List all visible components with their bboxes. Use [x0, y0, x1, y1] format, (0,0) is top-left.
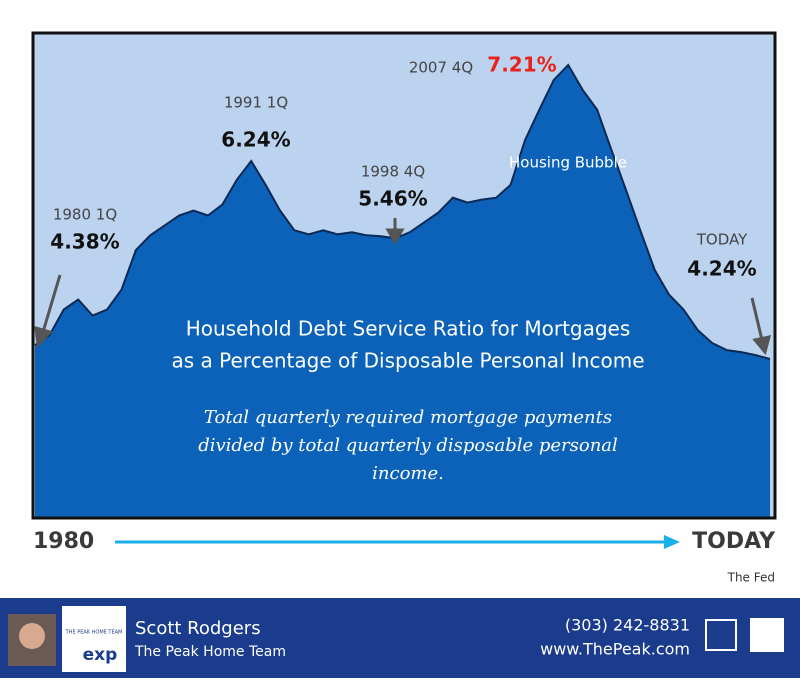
logo — [62, 606, 126, 672]
annotation-value: 6.24% — [221, 128, 290, 152]
annotation-value: 7.21% — [487, 53, 556, 77]
annotation-label: 1991 1Q — [224, 94, 288, 112]
annotation-value: 4.24% — [687, 257, 756, 281]
brokerage-logo: exp — [83, 645, 118, 665]
annotation-label: 1998 4Q — [361, 163, 425, 181]
chart-note: divided by total quarterly disposable pe… — [198, 435, 618, 456]
annotation-label: 1980 1Q — [53, 206, 117, 224]
x-start-label: 1980 — [33, 529, 94, 554]
annotation-label: 2007 4Q — [409, 59, 473, 77]
annotation-value: 5.46% — [358, 187, 427, 211]
timeline-arrow-head — [664, 535, 680, 549]
area — [35, 65, 770, 517]
chart-note: Total quarterly required mortgage paymen… — [204, 407, 612, 428]
plot-frame — [31, 31, 777, 520]
chart-title: Household Debt Service Ratio for Mortgag… — [186, 317, 631, 341]
x-end-label: TODAY — [692, 529, 776, 554]
annotation-value: 4.38% — [50, 230, 119, 254]
area-outline — [34, 63, 771, 360]
agent-name: Scott Rodgers — [135, 618, 261, 639]
arrow-head — [385, 228, 405, 245]
chart-title: as a Percentage of Disposable Personal I… — [171, 349, 644, 373]
arrow-head — [34, 325, 53, 349]
footer-bar — [0, 598, 800, 678]
arrow — [41, 274, 62, 333]
region-label: Housing Bubble — [509, 154, 627, 172]
website[interactable]: www.ThePeak.com — [540, 640, 690, 659]
annotation-label: TODAY — [696, 231, 748, 249]
agent-photo-face — [19, 623, 45, 649]
arrow — [750, 297, 764, 341]
logo-text: THE PEAK HOME TEAM — [65, 630, 123, 636]
source: The Fed — [727, 571, 775, 585]
phone[interactable]: (303) 242-8831 — [565, 616, 690, 635]
arrow-head — [752, 335, 772, 356]
equal-housing-icon — [705, 619, 737, 651]
agent-team: The Peak Home Team — [134, 644, 286, 660]
realtor-icon — [750, 618, 784, 652]
chart-note: income. — [372, 463, 444, 484]
arrows — [34, 218, 772, 356]
